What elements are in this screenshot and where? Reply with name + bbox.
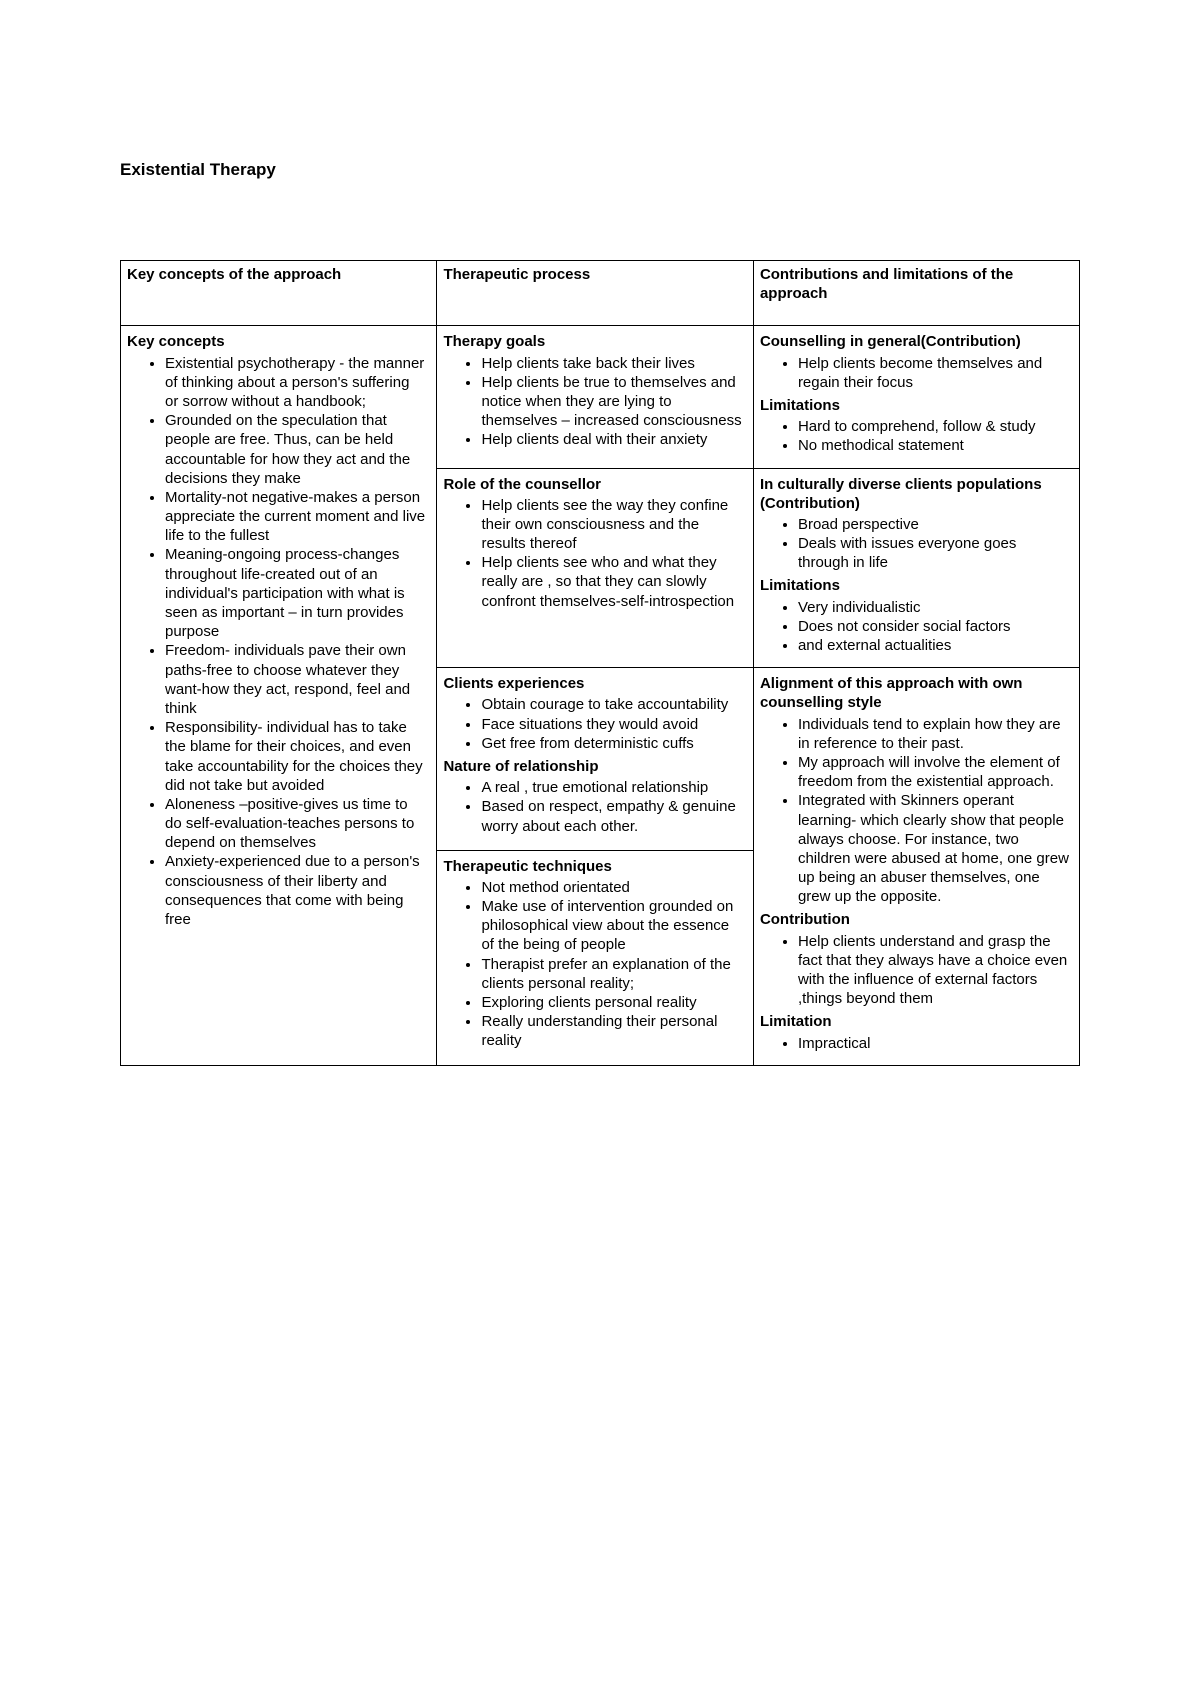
list-item: Freedom- individuals pave their own path… — [165, 641, 430, 718]
heading-limitations-1: Limitations — [760, 396, 1073, 415]
list-therapy-goals: Help clients take back their livesHelp c… — [443, 354, 746, 450]
heading-limitation: Limitation — [760, 1012, 1073, 1031]
heading-culturally-diverse: In culturally diverse clients population… — [760, 475, 1073, 513]
list-item: Help clients deal with their anxiety — [481, 430, 746, 449]
list-limitation: Impractical — [760, 1034, 1073, 1053]
list-item: Existential psychotherapy - the manner o… — [165, 354, 430, 412]
heading-therapy-goals: Therapy goals — [443, 332, 746, 351]
list-alignment: Individuals tend to explain how they are… — [760, 715, 1073, 907]
cell-therapeutic-techniques: Therapeutic techniques Not method orient… — [437, 850, 753, 1065]
content-table: Key concepts of the approach Therapeutic… — [120, 260, 1080, 1066]
list-item: Not method orientated — [481, 878, 746, 897]
heading-nature-relationship: Nature of relationship — [443, 757, 746, 776]
list-key-concepts: Existential psychotherapy - the manner o… — [127, 354, 430, 930]
cell-clients-nature: Clients experiences Obtain courage to ta… — [437, 668, 753, 850]
heading-limitations-2: Limitations — [760, 576, 1073, 595]
list-item: Responsibility- individual has to take t… — [165, 718, 430, 795]
heading-clients-experiences: Clients experiences — [443, 674, 746, 693]
table-header-row: Key concepts of the approach Therapeutic… — [121, 261, 1080, 326]
list-item: Anxiety-experienced due to a person's co… — [165, 852, 430, 929]
list-item: Grounded on the speculation that people … — [165, 411, 430, 488]
list-therapeutic-techniques: Not method orientatedMake use of interve… — [443, 878, 746, 1051]
list-item: Therapist prefer an explanation of the c… — [481, 955, 746, 993]
list-item: Does not consider social factors — [798, 617, 1073, 636]
heading-role-counsellor: Role of the counsellor — [443, 475, 746, 494]
list-item: Face situations they would avoid — [481, 715, 746, 734]
list-item: Meaning-ongoing process-changes througho… — [165, 545, 430, 641]
list-item: Aloneness –positive-gives us time to do … — [165, 795, 430, 853]
cell-culturally-diverse: In culturally diverse clients population… — [753, 468, 1079, 668]
list-item: My approach will involve the element of … — [798, 753, 1073, 791]
list-clients-experiences: Obtain courage to take accountabilityFac… — [443, 695, 746, 753]
header-contributions-limitations: Contributions and limitations of the app… — [753, 261, 1079, 326]
list-item: Help clients see the way they confine th… — [481, 496, 746, 554]
list-item: Make use of intervention grounded on phi… — [481, 897, 746, 955]
list-nature-relationship: A real , true emotional relationshipBase… — [443, 778, 746, 836]
list-item: Based on respect, empathy & genuine worr… — [481, 797, 746, 835]
heading-contribution: Contribution — [760, 910, 1073, 929]
header-therapeutic-process: Therapeutic process — [437, 261, 753, 326]
list-item: Broad perspective — [798, 515, 1073, 534]
heading-counselling-general: Counselling in general(Contribution) — [760, 332, 1073, 351]
page-title: Existential Therapy — [120, 160, 1080, 180]
header-key-concepts: Key concepts of the approach — [121, 261, 437, 326]
list-item: Individuals tend to explain how they are… — [798, 715, 1073, 753]
list-item: No methodical statement — [798, 436, 1073, 455]
list-item: Really understanding their personal real… — [481, 1012, 746, 1050]
list-culturally-diverse: Broad perspectiveDeals with issues every… — [760, 515, 1073, 573]
heading-therapeutic-techniques: Therapeutic techniques — [443, 857, 746, 876]
list-item: Help clients understand and grasp the fa… — [798, 932, 1073, 1009]
list-item: Help clients be true to themselves and n… — [481, 373, 746, 431]
list-item: Get free from deterministic cuffs — [481, 734, 746, 753]
list-limitations-2: Very individualisticDoes not consider so… — [760, 598, 1073, 656]
cell-key-concepts: Key concepts Existential psychotherapy -… — [121, 326, 437, 1065]
heading-key-concepts: Key concepts — [127, 332, 430, 351]
list-item: Very individualistic — [798, 598, 1073, 617]
list-item: Integrated with Skinners operant learnin… — [798, 791, 1073, 906]
list-item: Help clients take back their lives — [481, 354, 746, 373]
list-limitations-1: Hard to comprehend, follow & studyNo met… — [760, 417, 1073, 455]
table-row: Key concepts Existential psychotherapy -… — [121, 326, 1080, 468]
list-item: Help clients see who and what they reall… — [481, 553, 746, 611]
list-item: Obtain courage to take accountability — [481, 695, 746, 714]
list-item: Mortality-not negative-makes a person ap… — [165, 488, 430, 546]
list-contribution: Help clients understand and grasp the fa… — [760, 932, 1073, 1009]
list-counselling-general: Help clients become themselves and regai… — [760, 354, 1073, 392]
list-item: and external actualities — [798, 636, 1073, 655]
list-role-counsellor: Help clients see the way they confine th… — [443, 496, 746, 611]
cell-role-counsellor: Role of the counsellor Help clients see … — [437, 468, 753, 668]
list-item: Impractical — [798, 1034, 1073, 1053]
list-item: Hard to comprehend, follow & study — [798, 417, 1073, 436]
heading-alignment: Alignment of this approach with own coun… — [760, 674, 1073, 712]
cell-alignment: Alignment of this approach with own coun… — [753, 668, 1079, 1066]
cell-counselling-general: Counselling in general(Contribution) Hel… — [753, 326, 1079, 468]
cell-therapy-goals: Therapy goals Help clients take back the… — [437, 326, 753, 468]
list-item: Exploring clients personal reality — [481, 993, 746, 1012]
list-item: Deals with issues everyone goes through … — [798, 534, 1073, 572]
list-item: Help clients become themselves and regai… — [798, 354, 1073, 392]
document-page: Existential Therapy Key concepts of the … — [0, 0, 1200, 1146]
list-item: A real , true emotional relationship — [481, 778, 746, 797]
